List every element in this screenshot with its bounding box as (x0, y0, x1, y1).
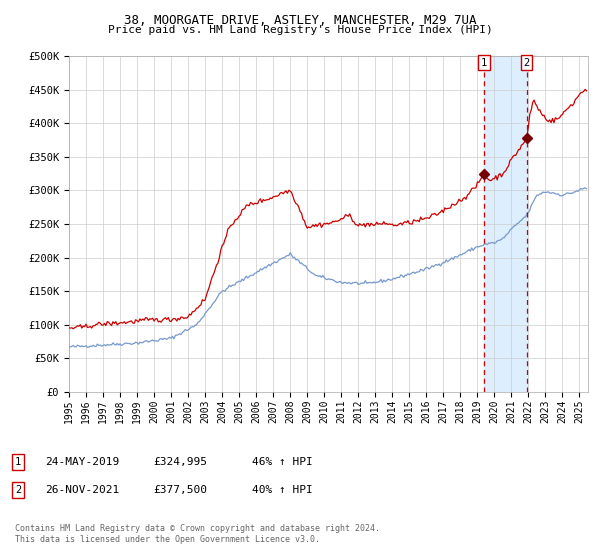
Text: 2: 2 (524, 58, 530, 68)
Text: £377,500: £377,500 (153, 485, 207, 495)
Text: This data is licensed under the Open Government Licence v3.0.: This data is licensed under the Open Gov… (15, 535, 320, 544)
Text: 24-MAY-2019: 24-MAY-2019 (45, 457, 119, 467)
Text: 1: 1 (481, 58, 487, 68)
Text: 40% ↑ HPI: 40% ↑ HPI (252, 485, 313, 495)
Text: 46% ↑ HPI: 46% ↑ HPI (252, 457, 313, 467)
Text: 2: 2 (15, 485, 21, 495)
Text: 38, MOORGATE DRIVE, ASTLEY, MANCHESTER, M29 7UA: 38, MOORGATE DRIVE, ASTLEY, MANCHESTER, … (124, 14, 476, 27)
Text: 1: 1 (15, 457, 21, 467)
Text: £324,995: £324,995 (153, 457, 207, 467)
Text: 26-NOV-2021: 26-NOV-2021 (45, 485, 119, 495)
Text: Contains HM Land Registry data © Crown copyright and database right 2024.: Contains HM Land Registry data © Crown c… (15, 524, 380, 533)
Bar (484, 56, 527, 392)
Text: Price paid vs. HM Land Registry's House Price Index (HPI): Price paid vs. HM Land Registry's House … (107, 25, 493, 35)
